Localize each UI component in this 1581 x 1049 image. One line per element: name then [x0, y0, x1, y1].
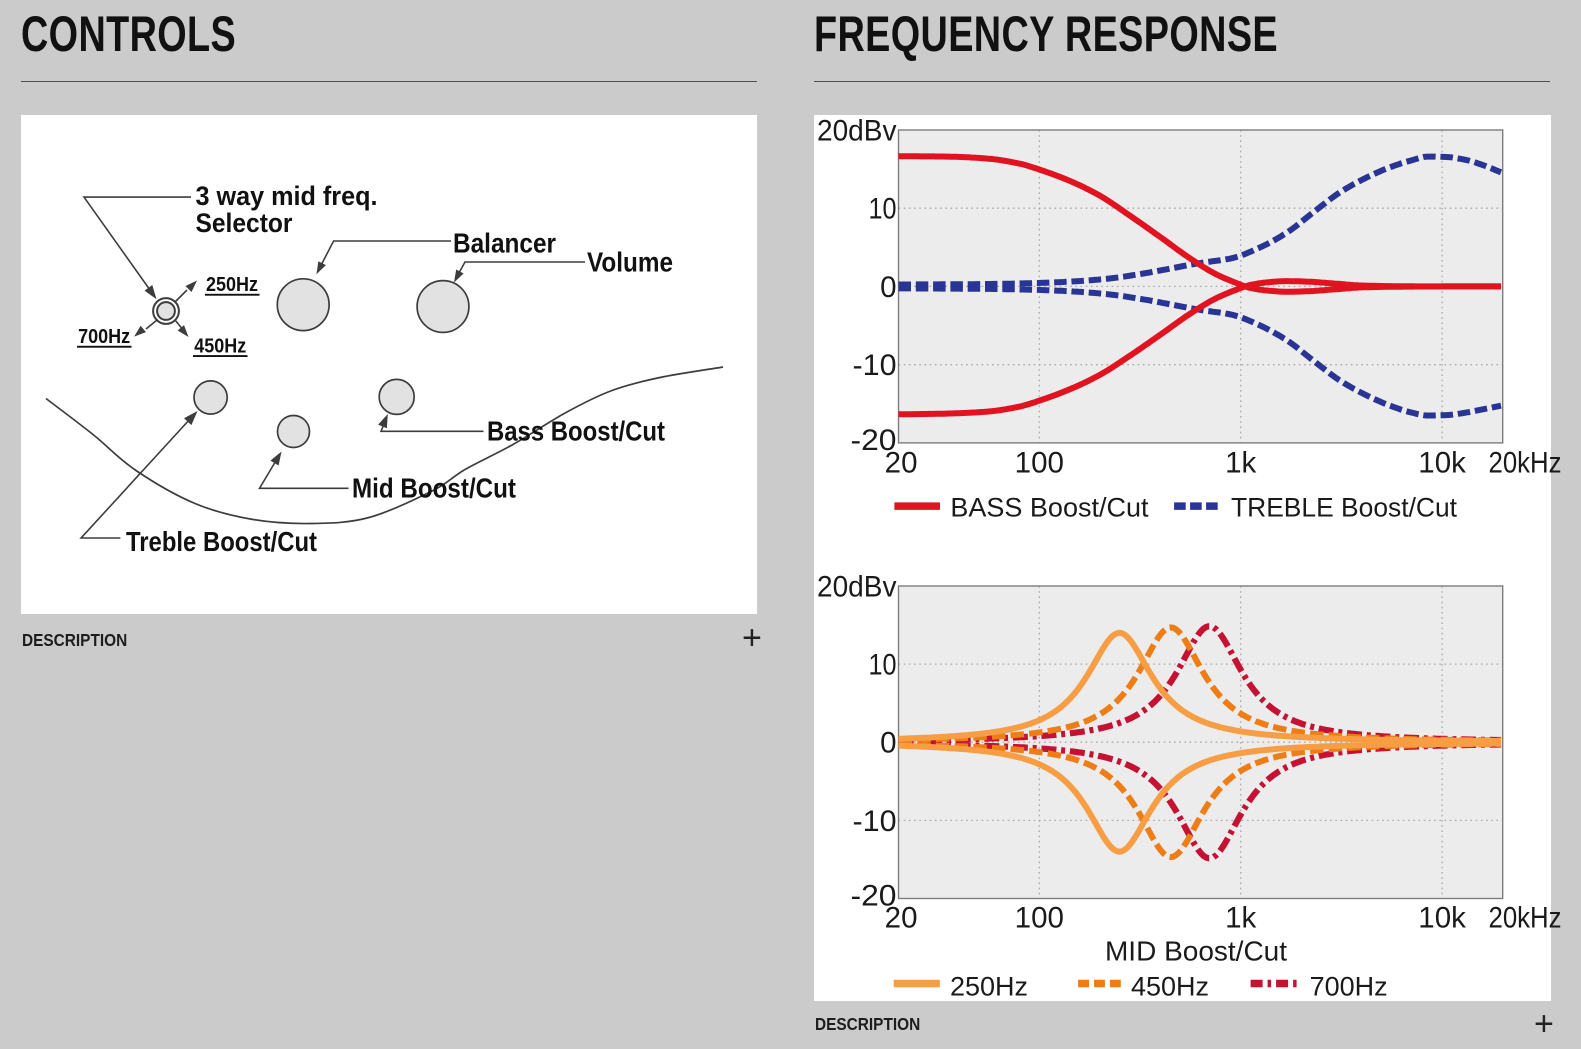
- svg-text:1k: 1k: [1225, 446, 1256, 479]
- svg-text:TREBLE Boost/Cut: TREBLE Boost/Cut: [1231, 492, 1457, 522]
- svg-text:10: 10: [869, 648, 897, 681]
- svg-text:0: 0: [880, 270, 896, 303]
- svg-text:450Hz: 450Hz: [194, 334, 246, 357]
- svg-text:100: 100: [1015, 446, 1064, 479]
- svg-text:20: 20: [885, 901, 918, 934]
- svg-text:10k: 10k: [1418, 901, 1466, 934]
- svg-text:700Hz: 700Hz: [1310, 971, 1388, 1001]
- svg-text:700Hz: 700Hz: [78, 325, 130, 348]
- svg-text:Mid Boost/Cut: Mid Boost/Cut: [352, 472, 516, 503]
- svg-text:450Hz: 450Hz: [1131, 971, 1209, 1001]
- svg-text:Bass Boost/Cut: Bass Boost/Cut: [487, 415, 665, 446]
- svg-text:-10: -10: [853, 349, 897, 382]
- svg-text:Selector: Selector: [196, 208, 293, 238]
- svg-text:250Hz: 250Hz: [206, 273, 258, 296]
- svg-text:BASS Boost/Cut: BASS Boost/Cut: [950, 492, 1149, 522]
- svg-text:Treble Boost/Cut: Treble Boost/Cut: [126, 526, 317, 557]
- svg-text:3 way mid freq.: 3 way mid freq.: [196, 180, 378, 210]
- svg-text:1k: 1k: [1225, 901, 1256, 934]
- svg-text:20kHz: 20kHz: [1489, 446, 1562, 479]
- svg-text:20: 20: [885, 446, 918, 479]
- svg-text:Balancer: Balancer: [453, 227, 556, 258]
- svg-text:100: 100: [1015, 901, 1064, 934]
- svg-text:20kHz: 20kHz: [1489, 901, 1562, 934]
- svg-text:20dBv: 20dBv: [817, 570, 897, 603]
- svg-text:-10: -10: [853, 804, 897, 837]
- svg-text:Volume: Volume: [587, 246, 673, 277]
- svg-text:10k: 10k: [1418, 446, 1466, 479]
- svg-text:-20: -20: [851, 879, 897, 912]
- svg-text:-20: -20: [851, 423, 897, 456]
- svg-text:20dBv: 20dBv: [817, 114, 897, 147]
- svg-text:0: 0: [880, 726, 896, 759]
- svg-text:10: 10: [869, 192, 897, 225]
- svg-text:250Hz: 250Hz: [950, 971, 1028, 1001]
- svg-text:MID Boost/Cut: MID Boost/Cut: [1105, 935, 1287, 966]
